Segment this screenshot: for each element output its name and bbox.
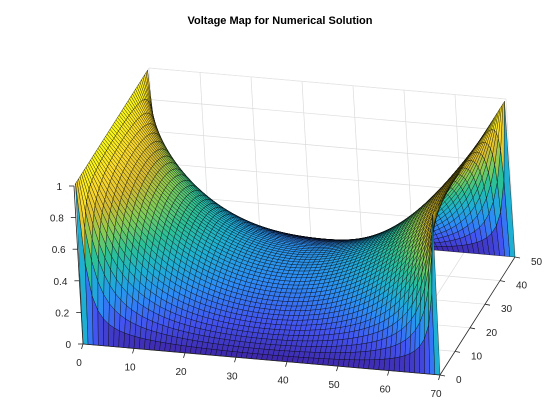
- surface-patch: [393, 356, 401, 372]
- z-tick-label: 0: [65, 340, 71, 351]
- x-tick: [234, 357, 237, 363]
- y-tick-label: 40: [516, 281, 528, 292]
- axis-line: [439, 256, 516, 376]
- y-tick: [484, 303, 491, 306]
- axes-box: [73, 185, 516, 376]
- y-tick: [454, 351, 461, 353]
- grid-line-x-back: [301, 81, 312, 240]
- z-tick-label: 0.8: [50, 214, 64, 225]
- x-tick-label: 10: [124, 362, 136, 373]
- surface-patch: [113, 327, 120, 348]
- surface: [75, 70, 516, 376]
- surface-patch: [414, 346, 420, 374]
- x-tick: [183, 352, 186, 358]
- x-tick-label: 30: [226, 371, 238, 382]
- x-tick-label: 0: [76, 358, 82, 369]
- y-tick: [469, 327, 476, 330]
- grid-line-z-back: [152, 130, 510, 163]
- grid-line-x-back: [352, 85, 363, 244]
- y-tick-label: 0: [456, 375, 462, 386]
- x-tick-label: 70: [430, 389, 442, 400]
- surface-patch: [399, 355, 406, 373]
- chart-title: Voltage Map for Numerical Solution: [188, 15, 373, 27]
- tick-labels: 0 10 20 30 40 50 60 70 0 10 20 30 40 50 0 0.2 0.4 0.6 0.8 1: [50, 182, 543, 400]
- x-tick: [387, 370, 390, 376]
- x-tick: [438, 374, 441, 381]
- surface-patch: [118, 330, 125, 348]
- y-tick-label: 30: [501, 304, 513, 315]
- axis-line: [82, 343, 441, 376]
- x-tick: [81, 343, 84, 350]
- z-tick-label: 0.6: [52, 245, 66, 256]
- z-tick-label: 0.4: [53, 277, 67, 288]
- y-tick-label: 10: [471, 351, 483, 362]
- z-tick-label: 0.2: [55, 308, 69, 319]
- y-tick-label: 20: [486, 328, 498, 339]
- y-tick-label: 50: [531, 257, 543, 268]
- grid-line-x-back: [250, 76, 261, 235]
- box-back-edge: [505, 98, 516, 258]
- x-tick-label: 60: [379, 385, 391, 396]
- surface-patch: [409, 350, 416, 373]
- z-tick-label: 1: [56, 182, 62, 193]
- axis-line: [73, 185, 84, 345]
- x-tick-label: 50: [328, 380, 340, 391]
- y-tick: [499, 280, 506, 282]
- x-tick-label: 40: [277, 376, 289, 387]
- y-tick: [514, 256, 521, 259]
- y-tick: [439, 374, 446, 377]
- surface-patch: [404, 353, 411, 373]
- x-tick: [132, 348, 135, 354]
- x-tick: [285, 361, 288, 367]
- surface-patch: [108, 324, 115, 347]
- grid-line-z-back: [150, 99, 508, 131]
- x-tick: [336, 366, 339, 372]
- x-tick-label: 20: [175, 367, 187, 378]
- box-back-edge: [148, 67, 507, 100]
